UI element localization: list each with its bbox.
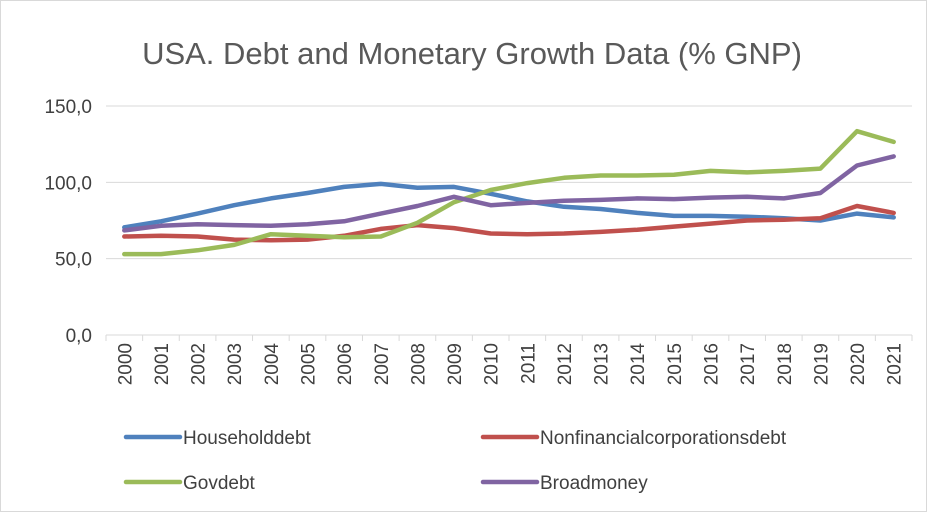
x-tick-label: 2014 — [628, 343, 649, 386]
series-line-govdebt — [122, 128, 896, 257]
legend-label-nonfinancialcorporationsdebt: Nonfinancialcorporationsdebt — [540, 428, 787, 449]
x-tick-label: 2015 — [665, 343, 686, 385]
series-line-householddebt — [122, 181, 896, 230]
y-tick-label: 100,0 — [44, 173, 92, 194]
x-tick-label: 2018 — [775, 343, 796, 385]
x-tick-label: 2021 — [885, 343, 906, 385]
x-tick-label: 2020 — [848, 343, 869, 385]
x-tick-label: 2017 — [738, 343, 759, 385]
x-tick-label: 2007 — [372, 343, 393, 385]
x-tick-label: 2013 — [592, 343, 613, 385]
series-line-broadmoney — [122, 154, 896, 233]
y-tick-label: 50,0 — [55, 250, 92, 271]
x-tick-label: 2000 — [115, 343, 136, 385]
chart-title: USA. Debt and Monetary Growth Data (% GN… — [142, 36, 802, 71]
x-tick-label: 2011 — [518, 343, 539, 384]
x-tick-label: 2019 — [811, 343, 832, 385]
x-tick-label: 2002 — [189, 343, 210, 385]
x-tick-label: 2006 — [335, 343, 356, 385]
x-tick-label: 2001 — [152, 343, 173, 385]
legend-label-govdebt: Govdebt — [183, 473, 256, 494]
x-tick-label: 2008 — [408, 343, 429, 385]
y-tick-label: 150,0 — [44, 97, 92, 118]
legend-label-householddebt: Householddebt — [183, 428, 312, 449]
x-tick-label: 2012 — [555, 343, 576, 385]
x-tick-label: 2005 — [299, 343, 320, 385]
x-tick-label: 2010 — [482, 343, 503, 385]
y-tick-label: 0,0 — [66, 326, 92, 347]
x-tick-label: 2004 — [262, 343, 283, 386]
x-tick-label: 2003 — [225, 343, 246, 385]
x-tick-label: 2009 — [445, 343, 466, 385]
legend-label-broadmoney: Broadmoney — [540, 473, 648, 494]
x-tick-label: 2016 — [702, 343, 723, 385]
